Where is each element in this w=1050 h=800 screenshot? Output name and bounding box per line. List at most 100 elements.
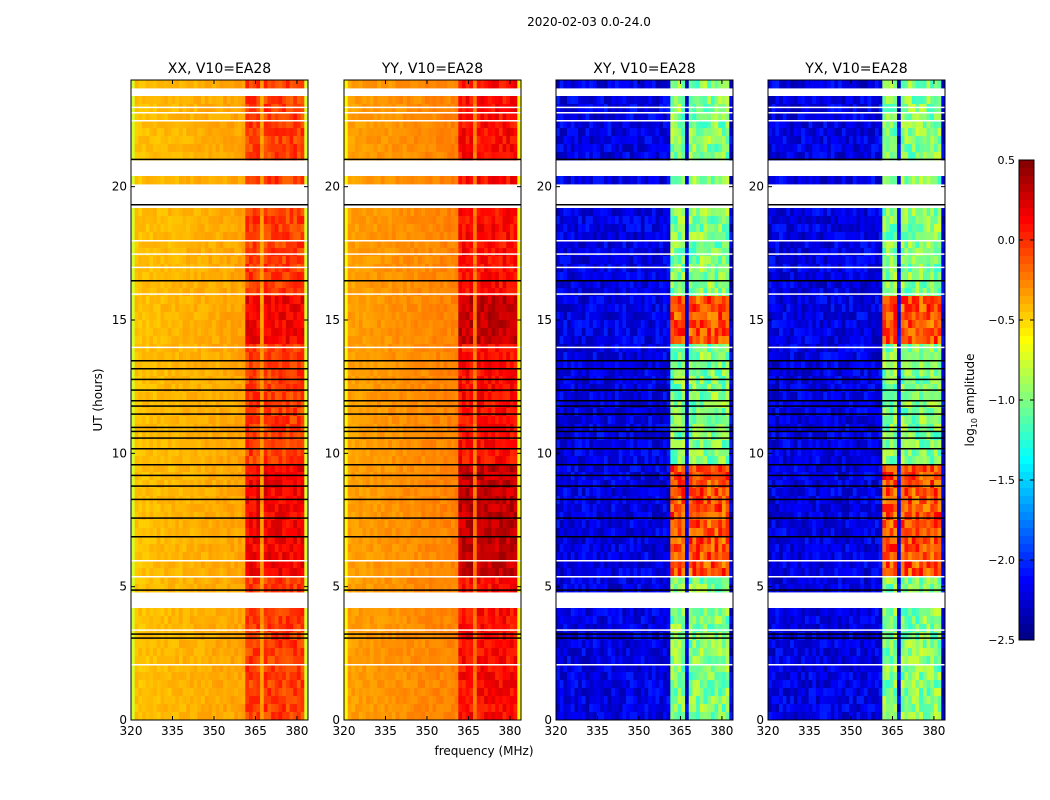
heatmap-cell: [362, 232, 367, 241]
heatmap-cell: [252, 208, 257, 217]
heatmap-cell: [153, 488, 158, 497]
heatmap-cell: [362, 256, 367, 265]
heatmap-cell: [193, 704, 198, 713]
heatmap-cell: [230, 704, 235, 713]
heatmap-cell: [164, 280, 169, 289]
heatmap-cell: [167, 144, 172, 153]
heatmap-cell: [237, 608, 243, 617]
heatmap-cell: [447, 96, 452, 105]
heatmap-cell: [362, 280, 367, 289]
heatmap-cell: [285, 664, 290, 673]
heatmap-cell: [506, 120, 511, 129]
heatmap-cell: [465, 112, 470, 121]
heatmap-cell: [484, 272, 489, 281]
heatmap-cell: [131, 352, 136, 361]
heatmap-cell: [377, 304, 382, 313]
heatmap-cell: [208, 520, 213, 529]
heatmap-cell: [230, 512, 235, 521]
heatmap-cell: [414, 224, 419, 233]
heatmap-cell: [138, 560, 143, 569]
heatmap-cell: [282, 640, 287, 649]
heatmap-cell: [414, 272, 419, 281]
heatmap-cell: [167, 336, 172, 345]
heatmap-cell: [351, 128, 356, 137]
heatmap-cell: [447, 240, 452, 249]
heatmap-cell: [502, 96, 507, 105]
heatmap-cell: [267, 464, 272, 473]
heatmap-cell: [171, 216, 176, 225]
heatmap-cell: [230, 496, 235, 505]
heatmap-cell: [369, 80, 374, 89]
heatmap-cell: [182, 640, 187, 649]
heatmap-cell: [201, 136, 206, 145]
heatmap-cell: [164, 376, 169, 385]
heatmap-cell: [458, 336, 463, 345]
heatmap-cell: [506, 128, 511, 137]
heatmap-cell: [417, 368, 422, 377]
heatmap-cell: [271, 496, 276, 505]
heatmap-cell: [223, 560, 228, 569]
heatmap-cell: [391, 312, 397, 321]
heatmap-cell: [296, 472, 302, 481]
heatmap-cell: [249, 544, 254, 553]
heatmap-cell: [131, 656, 136, 665]
heatmap-cell: [469, 208, 474, 217]
heatmap-cell: [388, 280, 393, 289]
heatmap-cell: [237, 304, 243, 313]
heatmap-cell: [237, 584, 243, 593]
heatmap-cell: [134, 504, 139, 513]
heatmap-cell: [289, 432, 294, 441]
heatmap-cell: [439, 304, 444, 313]
heatmap-cell: [208, 504, 213, 513]
heatmap-cell: [223, 608, 228, 617]
heatmap-cell: [351, 272, 356, 281]
heatmap-cell: [344, 272, 349, 281]
heatmap-cell: [260, 136, 265, 145]
heatmap-cell: [388, 272, 393, 281]
panel-frame: [130, 79, 309, 721]
heatmap-cell: [138, 416, 143, 425]
heatmap-cell: [219, 520, 224, 529]
heatmap-cell: [138, 432, 143, 441]
heatmap-cell: [138, 272, 143, 281]
heatmap-cell: [458, 288, 463, 297]
heatmap-cell: [469, 152, 474, 161]
heatmap-cell: [193, 696, 198, 705]
heatmap-cell: [278, 624, 283, 633]
heatmap-cell: [171, 536, 176, 545]
heatmap-cell: [373, 216, 378, 225]
heatmap-cell: [344, 176, 349, 185]
heatmap-cell: [296, 152, 302, 161]
heatmap-cell: [171, 512, 176, 521]
heatmap-cell: [219, 296, 224, 305]
heatmap-cell: [399, 216, 404, 225]
heatmap-cell: [285, 696, 290, 705]
heatmap-cell: [300, 344, 305, 353]
heatmap-cell: [212, 456, 217, 465]
heatmap-cell: [237, 136, 243, 145]
heatmap-cell: [201, 424, 206, 433]
heatmap-cell: [252, 664, 257, 673]
heatmap-cell: [245, 104, 250, 113]
heatmap-cell: [417, 136, 422, 145]
heatmap-cell: [351, 352, 356, 361]
heatmap-cell: [153, 680, 158, 689]
heatmap-cell: [256, 528, 261, 537]
heatmap-cell: [193, 488, 198, 497]
heatmap-cell: [178, 520, 184, 529]
heatmap-cell: [190, 448, 195, 457]
heatmap-cell: [215, 536, 220, 545]
heatmap-cell: [219, 320, 224, 329]
heatmap-cell: [249, 576, 254, 585]
heatmap-cell: [134, 624, 139, 633]
heatmap-cell: [241, 440, 246, 449]
heatmap-cell: [226, 344, 231, 353]
heatmap-cell: [480, 96, 485, 105]
heatmap-cell: [226, 544, 231, 553]
heatmap-cell: [347, 352, 352, 361]
heatmap-cell: [380, 272, 385, 281]
heatmap-cell: [271, 336, 276, 345]
heatmap-cell: [182, 472, 187, 481]
heatmap-cell: [285, 440, 290, 449]
heatmap-cell: [406, 176, 411, 185]
